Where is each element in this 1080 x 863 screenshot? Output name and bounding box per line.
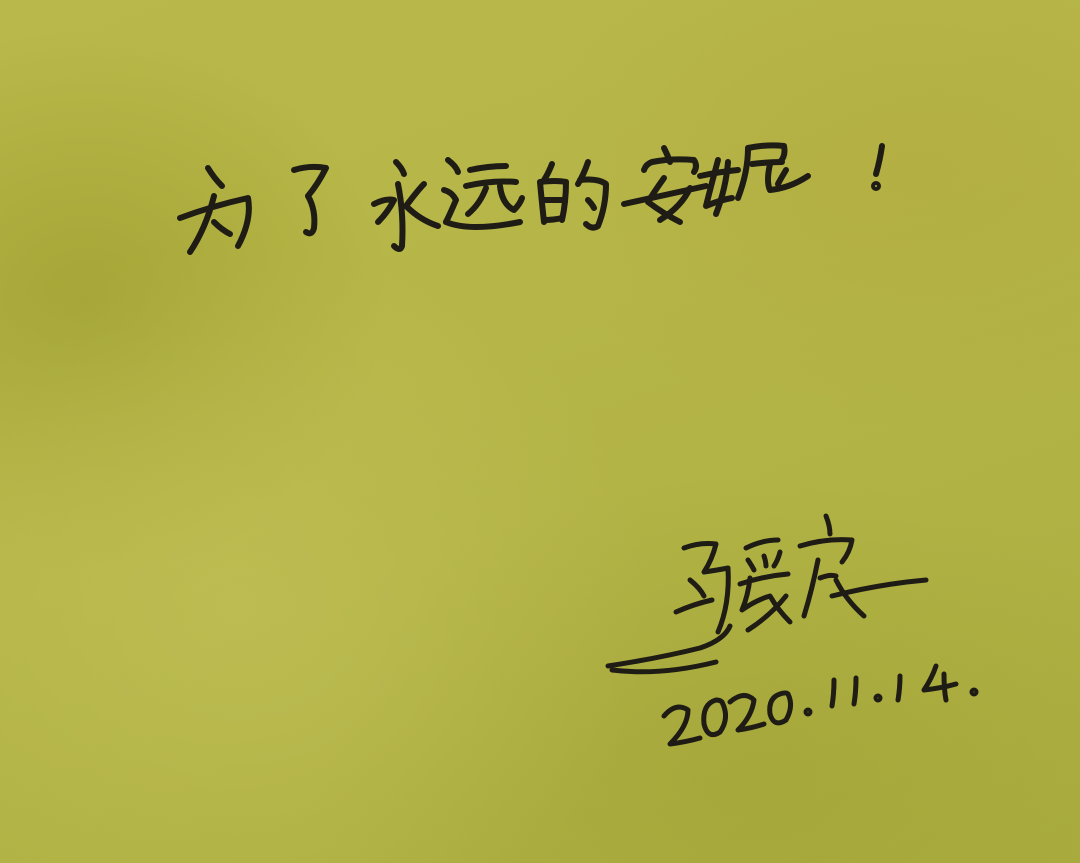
signature bbox=[605, 513, 929, 675]
char-le bbox=[291, 163, 329, 237]
char-wei bbox=[177, 165, 252, 255]
char-yuan bbox=[441, 157, 525, 230]
date-ink bbox=[661, 663, 979, 747]
char-ni bbox=[697, 142, 811, 217]
char-de bbox=[537, 159, 609, 231]
char-yong bbox=[371, 159, 441, 252]
char-exclamation bbox=[871, 143, 885, 191]
char-an bbox=[621, 145, 709, 225]
